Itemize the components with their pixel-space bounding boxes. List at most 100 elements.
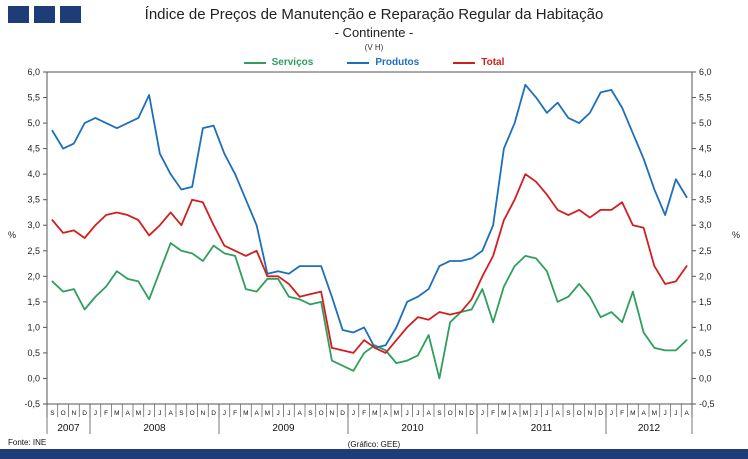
svg-text:J: J <box>148 410 151 417</box>
svg-text:O: O <box>448 410 453 417</box>
svg-text:M: M <box>501 410 506 417</box>
svg-text:O: O <box>190 410 195 417</box>
svg-text:%: % <box>8 230 16 240</box>
svg-text:J: J <box>277 410 280 417</box>
svg-text:S: S <box>437 410 442 417</box>
chart-subtitle: - Continente - <box>334 25 414 40</box>
svg-text:2010: 2010 <box>401 423 424 434</box>
svg-text:J: J <box>674 410 677 417</box>
svg-text:N: N <box>330 410 335 417</box>
svg-text:0,5: 0,5 <box>699 348 712 358</box>
svg-text:2008: 2008 <box>143 423 166 434</box>
legend-swatch-servicos <box>243 61 266 64</box>
svg-text:O: O <box>577 410 582 417</box>
svg-text:2007: 2007 <box>57 423 80 434</box>
source-note: Fonte: INE <box>8 438 47 447</box>
svg-text:A: A <box>254 410 259 417</box>
svg-text:6,0: 6,0 <box>699 67 712 77</box>
svg-text:D: D <box>211 410 216 417</box>
svg-text:F: F <box>104 410 108 417</box>
svg-text:2012: 2012 <box>638 423 661 434</box>
legend-item-total: Total <box>453 57 504 68</box>
svg-text:J: J <box>287 410 290 417</box>
svg-text:J: J <box>94 410 97 417</box>
svg-text:N: N <box>201 410 206 417</box>
svg-text:O: O <box>61 410 66 417</box>
svg-text:D: D <box>340 410 345 417</box>
unit-note: (V H) <box>364 43 384 52</box>
svg-text:5,5: 5,5 <box>27 93 40 103</box>
svg-text:1,5: 1,5 <box>27 297 40 307</box>
svg-text:M: M <box>652 410 657 417</box>
svg-text:3,0: 3,0 <box>699 220 712 230</box>
legend-item-produtos: Produtos <box>347 57 419 68</box>
svg-text:J: J <box>223 410 226 417</box>
svg-text:3,5: 3,5 <box>27 195 40 205</box>
legend: Serviços Produtos Total <box>0 57 748 68</box>
legend-label-produtos: Produtos <box>375 57 420 68</box>
svg-text:J: J <box>545 410 548 417</box>
svg-text:A: A <box>426 410 431 417</box>
svg-text:2,0: 2,0 <box>27 271 40 281</box>
title-block: Índice de Preços de Manutenção e Reparaç… <box>0 6 748 52</box>
svg-text:A: A <box>125 410 130 417</box>
svg-text:J: J <box>416 410 419 417</box>
svg-text:M: M <box>630 410 635 417</box>
svg-text:-0,5: -0,5 <box>24 399 40 409</box>
line-chart-canvas: 6,0 6,0 5,5 5,5 5,0 5,0 4,5 4,5 4,0 4,0 3,5 3,5 3,0 3… <box>8 67 740 434</box>
logo-square <box>34 6 55 23</box>
svg-text:5,0: 5,0 <box>699 118 712 128</box>
svg-text:2,0: 2,0 <box>699 271 712 281</box>
svg-text:2,5: 2,5 <box>27 246 40 256</box>
svg-text:M: M <box>372 410 377 417</box>
svg-text:M: M <box>136 410 141 417</box>
svg-text:4,0: 4,0 <box>27 169 40 179</box>
svg-text:1,0: 1,0 <box>699 322 712 332</box>
svg-text:M: M <box>114 410 119 417</box>
svg-text:2011: 2011 <box>531 423 553 434</box>
svg-text:J: J <box>352 410 355 417</box>
svg-text:1,0: 1,0 <box>27 322 40 332</box>
bottom-brand-bar <box>0 449 748 459</box>
svg-text:F: F <box>491 410 495 417</box>
legend-label-total: Total <box>481 57 505 68</box>
svg-text:O: O <box>319 410 324 417</box>
chart-title: Índice de Preços de Manutenção e Reparaç… <box>144 6 604 23</box>
svg-text:A: A <box>512 410 517 417</box>
svg-text:1,5: 1,5 <box>699 297 712 307</box>
svg-text:0,5: 0,5 <box>27 348 40 358</box>
logo-square <box>60 6 81 23</box>
svg-text:F: F <box>620 410 624 417</box>
svg-text:J: J <box>535 410 538 417</box>
svg-text:N: N <box>459 410 464 417</box>
svg-text:D: D <box>469 410 474 417</box>
svg-text:A: A <box>297 410 302 417</box>
svg-text:5,5: 5,5 <box>699 93 712 103</box>
svg-text:2009: 2009 <box>272 423 295 434</box>
svg-text:A: A <box>684 410 689 417</box>
svg-text:A: A <box>168 410 173 417</box>
svg-text:0,0: 0,0 <box>699 373 712 383</box>
legend-swatch-produtos <box>347 61 370 64</box>
svg-text:S: S <box>50 410 55 417</box>
svg-text:D: D <box>598 410 603 417</box>
svg-text:J: J <box>481 410 484 417</box>
svg-text:3,5: 3,5 <box>699 195 712 205</box>
svg-text:-0,5: -0,5 <box>699 399 715 409</box>
svg-text:5,0: 5,0 <box>27 118 40 128</box>
logo <box>8 6 81 23</box>
svg-text:6,0: 6,0 <box>27 67 40 77</box>
svg-text:D: D <box>82 410 87 417</box>
svg-text:J: J <box>664 410 667 417</box>
svg-text:4,5: 4,5 <box>699 144 712 154</box>
svg-text:F: F <box>233 410 237 417</box>
svg-text:%: % <box>732 230 740 240</box>
legend-label-servicos: Serviços <box>271 57 314 68</box>
svg-text:2,5: 2,5 <box>699 246 712 256</box>
svg-text:M: M <box>523 410 528 417</box>
svg-text:3,0: 3,0 <box>27 220 40 230</box>
svg-text:J: J <box>610 410 613 417</box>
svg-text:M: M <box>394 410 399 417</box>
svg-text:S: S <box>308 410 313 417</box>
